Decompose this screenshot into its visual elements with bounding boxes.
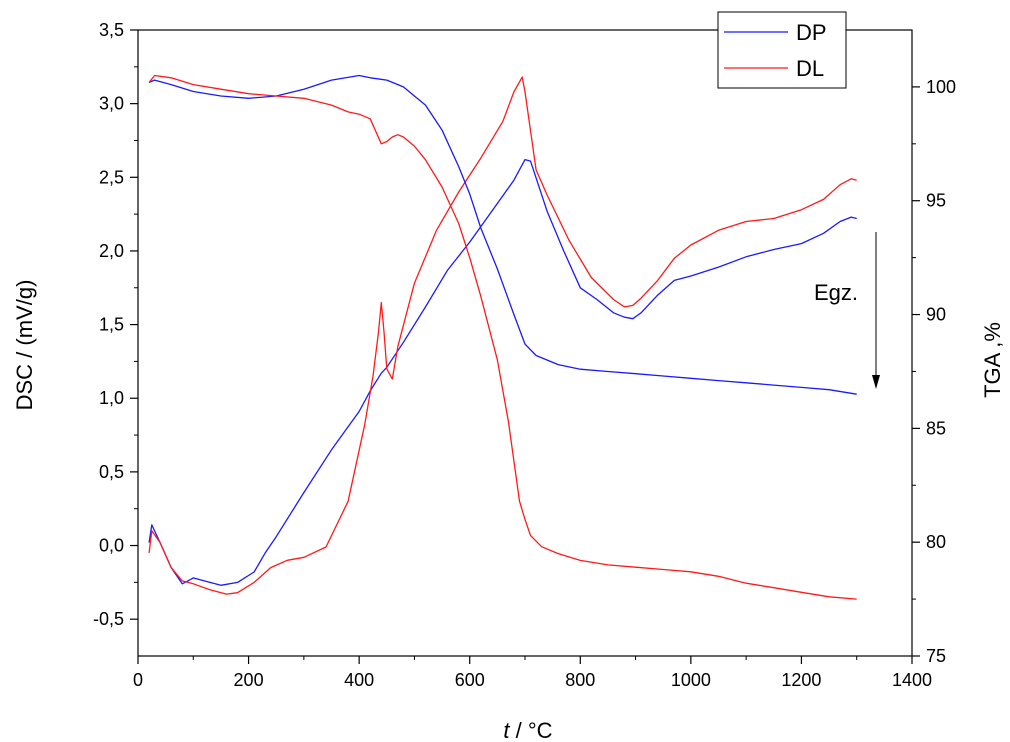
x-tick-label: 800 — [565, 670, 595, 690]
series-dl-dsc-line — [148, 76, 857, 595]
series-dp-tga-line — [148, 74, 857, 395]
x-tick-label: 0 — [133, 670, 143, 690]
x-tick-label: 1000 — [671, 670, 711, 690]
y2-tick-label: 80 — [926, 532, 946, 552]
annotation-text: Egz. — [814, 280, 858, 305]
annotation-arrow-head — [872, 375, 880, 389]
x-tick-label: 1400 — [892, 670, 932, 690]
y-tick-label: 2,5 — [99, 167, 124, 187]
y2-tick-label: 90 — [926, 305, 946, 325]
y-tick-label: 3,5 — [99, 20, 124, 40]
x-tick-label: 600 — [455, 670, 485, 690]
series-dl-tga-line — [148, 74, 857, 600]
legend-box — [717, 11, 847, 89]
y-tick-label: 3,0 — [99, 94, 124, 114]
x-axis-label-unit: / °C — [510, 718, 553, 742]
y2-tick-label: 100 — [926, 77, 956, 97]
y-tick-label: -0,5 — [93, 609, 124, 629]
y2-tick-label: 85 — [926, 418, 946, 438]
y2-tick-label: 95 — [926, 191, 946, 211]
y-tick-label: 1,5 — [99, 315, 124, 335]
y-tick-label: 2,0 — [99, 241, 124, 261]
y2-tick-label: 75 — [926, 646, 946, 666]
x-tick-label: 200 — [234, 670, 264, 690]
series-layer — [148, 74, 857, 600]
x-axis-label: t / °C — [503, 718, 552, 742]
y-axis-label: DSC / (mV/g) — [12, 280, 37, 411]
y-tick-label: 1,0 — [99, 388, 124, 408]
legend: DP DL — [717, 11, 847, 89]
y-tick-label: 0,5 — [99, 462, 124, 482]
x-axis-label-var: t — [503, 718, 510, 742]
y-tick-label: 0,0 — [99, 536, 124, 556]
legend-label-dp: DP — [796, 20, 827, 45]
x-tick-label: 400 — [344, 670, 374, 690]
series-dp-dsc-line — [148, 158, 857, 586]
x-tick-label: 1200 — [781, 670, 821, 690]
legend-label-dl: DL — [796, 56, 824, 81]
annotation: Egz. — [814, 232, 880, 389]
y2-axis-label: TGA ,% — [980, 322, 1005, 398]
